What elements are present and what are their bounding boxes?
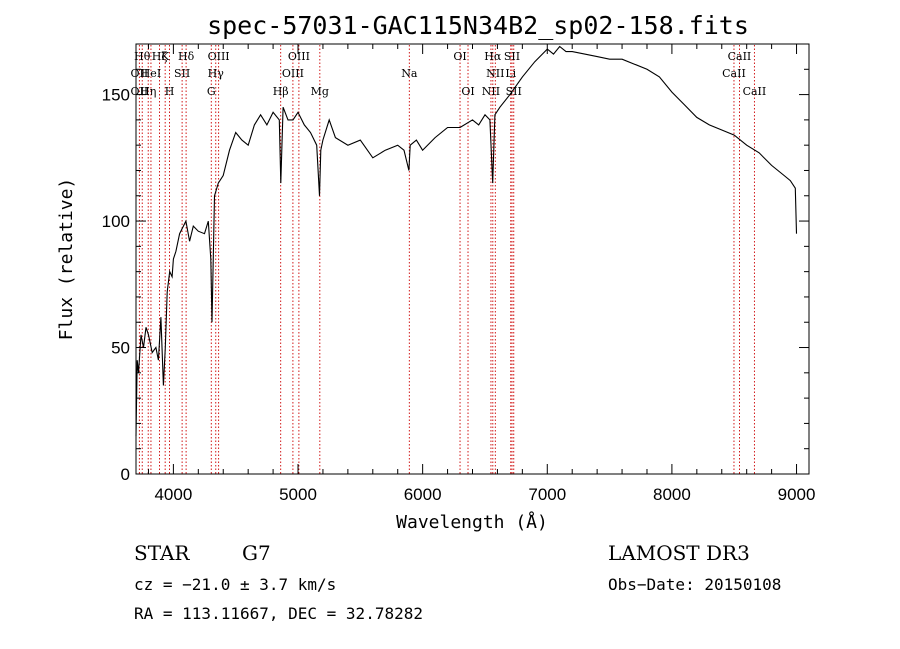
x-tick-label: 8000	[653, 485, 691, 504]
line-label: SII	[504, 50, 520, 63]
x-tick-label: 7000	[528, 485, 566, 504]
line-label: OII	[131, 67, 149, 80]
redshift-cz: cz = −21.0 ± 3.7 km/s	[134, 575, 336, 594]
y-tick-label: 50	[111, 339, 130, 358]
x-axis-label: Wavelength (Å)	[396, 511, 548, 533]
flux-series-line	[135, 45, 798, 437]
x-tick-label: 5000	[279, 485, 317, 504]
y-axis-ticks: 0 50 100 150	[102, 43, 809, 484]
line-label: Na	[401, 67, 418, 80]
y-axis-label: Flux (relative)	[56, 178, 77, 341]
line-label: H	[165, 85, 175, 98]
object-subclass: G7	[242, 541, 271, 565]
line-label: Hα	[484, 50, 502, 63]
observation-date: Obs−Date: 20150108	[608, 575, 781, 594]
line-label: CaII	[743, 85, 767, 98]
spectral-line-labels: OIIOIIHθHηHeIHζKHSIIHδGHγOIIIHβOIIIOIIIM…	[131, 50, 767, 98]
line-label: OIII	[282, 67, 304, 80]
line-label: CaII	[728, 50, 752, 63]
line-label: OI	[461, 85, 474, 98]
chart-title: spec-57031-GAC115N34B2_sp02-158.fits	[207, 11, 749, 40]
line-label: SII	[174, 67, 190, 80]
line-label: Hγ	[208, 67, 225, 80]
object-class: STAR	[134, 541, 190, 565]
x-tick-label: 9000	[778, 485, 816, 504]
line-label: OI	[453, 50, 466, 63]
y-tick-label: 150	[102, 86, 130, 105]
plot-frame	[135, 43, 810, 475]
x-axis-ticks: 4000 5000 6000 7000 8000 9000	[147, 44, 816, 504]
line-label: Hδ	[178, 50, 195, 63]
line-label: Hζ	[152, 50, 168, 63]
line-label: OIII	[208, 50, 230, 63]
line-label: Hη	[140, 85, 156, 98]
ra-dec: RA = 113.11667, DEC = 32.78282	[134, 604, 423, 623]
line-label: K	[161, 50, 170, 63]
survey-name: LAMOST DR3	[608, 541, 750, 565]
line-label: CaII	[722, 67, 746, 80]
line-label: HeI	[141, 67, 161, 80]
spectral-line-markers	[138, 45, 755, 474]
y-tick-label: 0	[121, 465, 130, 484]
line-label: NII	[482, 85, 500, 98]
line-label: G	[207, 85, 216, 98]
line-label: Hβ	[273, 85, 289, 98]
x-tick-label: 4000	[154, 485, 192, 504]
y-tick-label: 100	[102, 212, 130, 231]
line-label: NII	[486, 67, 504, 80]
line-label: Li	[505, 67, 516, 80]
line-label: OIII	[288, 50, 310, 63]
x-tick-label: 6000	[404, 485, 442, 504]
line-label: Mg	[311, 85, 329, 98]
line-label: Hθ	[134, 50, 151, 63]
